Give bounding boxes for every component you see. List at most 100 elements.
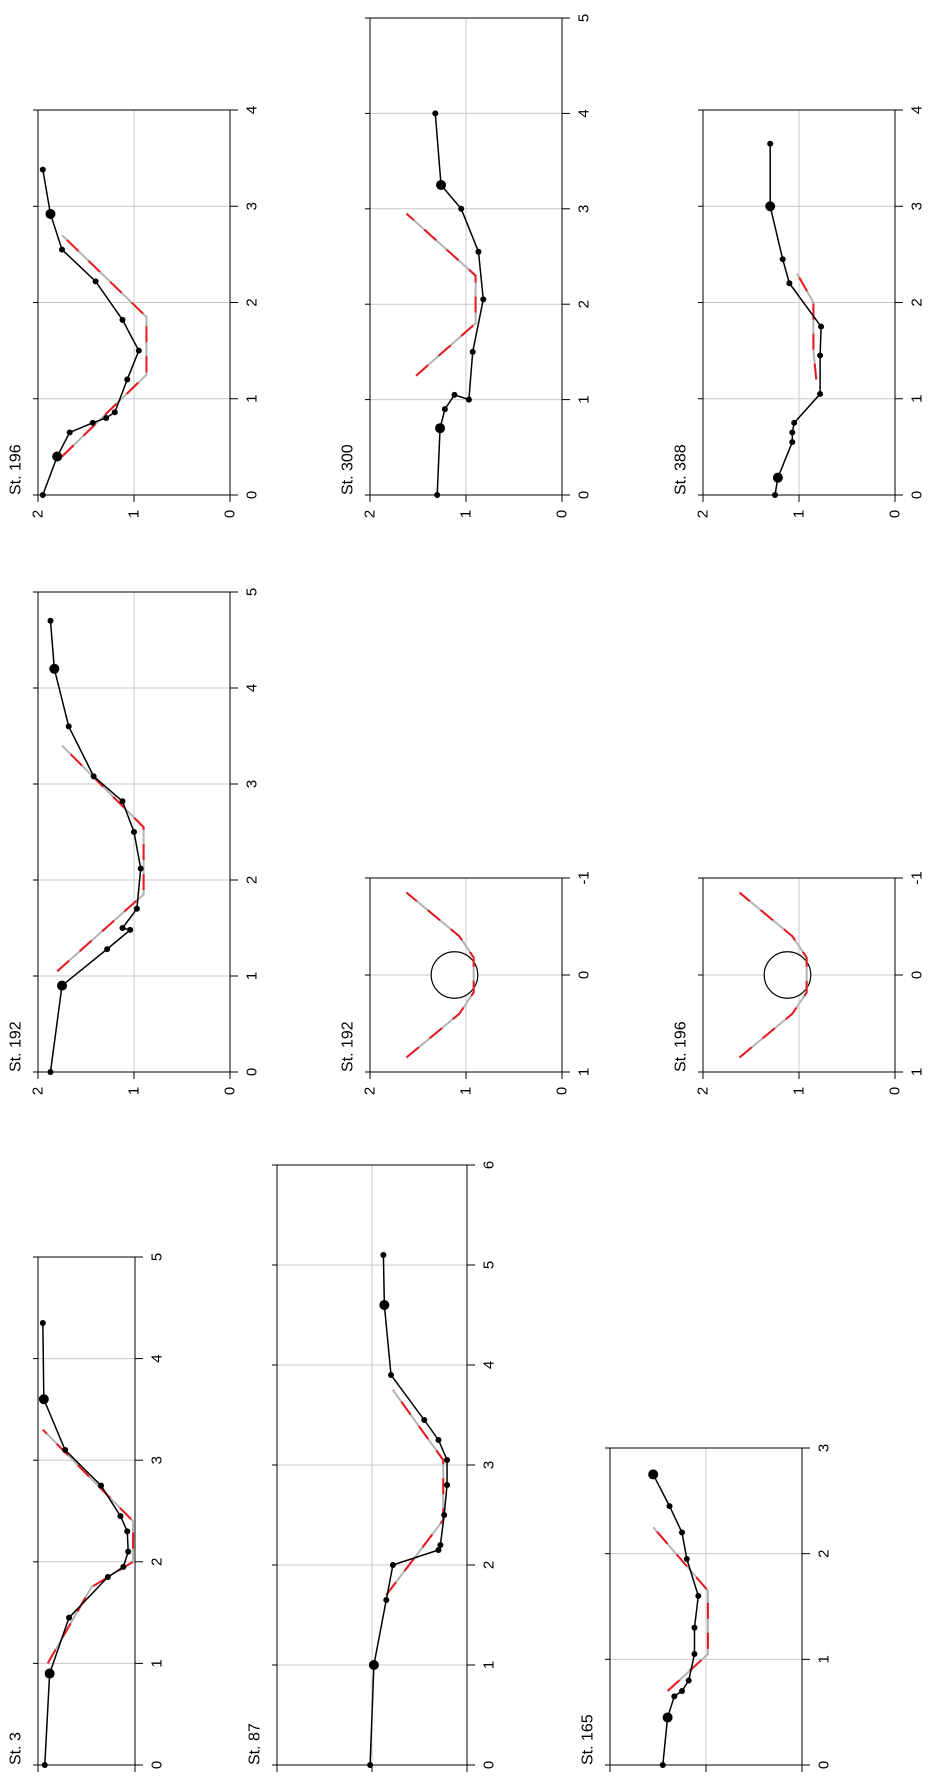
data-point bbox=[39, 1320, 46, 1327]
fit-line-grey bbox=[42, 1429, 135, 1664]
panel-st300: 0 1 2 3 4 5 0 1 2 St. 300 bbox=[340, 14, 593, 518]
series-line bbox=[369, 1254, 448, 1766]
y-tick-label: 1 bbox=[458, 1087, 475, 1095]
y-tick-label: 1 bbox=[126, 510, 143, 518]
x-tick-label: 3 bbox=[244, 202, 261, 210]
data-point bbox=[137, 865, 144, 872]
data-point bbox=[435, 423, 446, 434]
panel-title: St. 165 bbox=[580, 1714, 597, 1765]
x-tick-label: 4 bbox=[149, 1354, 166, 1362]
x-tick-label: 1 bbox=[481, 1661, 498, 1669]
data-point bbox=[379, 1300, 390, 1310]
x-tick-label: 1 bbox=[149, 1659, 166, 1667]
x-tick-label: 2 bbox=[816, 1549, 833, 1557]
x-tick-label: 1 bbox=[909, 1068, 926, 1076]
data-point bbox=[103, 415, 110, 421]
data-point bbox=[789, 429, 796, 436]
data-point bbox=[671, 1693, 678, 1700]
data-point bbox=[765, 201, 776, 212]
panel-st196a: 0 1 2 3 4 0 1 2 St. 196 bbox=[8, 106, 261, 518]
data-point bbox=[52, 451, 63, 462]
data-point bbox=[683, 1555, 690, 1562]
x-tick-label: 5 bbox=[576, 14, 593, 22]
fit-line-red bbox=[652, 1526, 709, 1692]
x-tick-label: 2 bbox=[909, 298, 926, 306]
data-point bbox=[772, 492, 778, 498]
data-point bbox=[388, 1372, 394, 1378]
y-tick-label: 0 bbox=[887, 1087, 904, 1095]
data-point bbox=[124, 1528, 131, 1535]
data-point bbox=[45, 208, 56, 219]
data-point bbox=[432, 110, 439, 117]
data-point bbox=[39, 166, 46, 173]
data-point bbox=[124, 376, 131, 383]
x-tick-label: 6 bbox=[481, 1161, 498, 1169]
fit-line-red bbox=[385, 1389, 445, 1596]
data-point bbox=[383, 1597, 390, 1603]
data-point bbox=[368, 1660, 379, 1670]
data-point bbox=[66, 429, 73, 436]
data-point bbox=[691, 1651, 698, 1658]
y-tick-label: 0 bbox=[554, 510, 571, 518]
x-tick-label: 1 bbox=[909, 395, 926, 403]
data-point bbox=[421, 1417, 428, 1423]
panel-st87: 0123456123St. 87 bbox=[247, 1161, 498, 1772]
panel-title: St. 3 bbox=[8, 1732, 25, 1765]
data-point bbox=[444, 1482, 451, 1488]
x-tick-label: 0 bbox=[244, 491, 261, 499]
data-point bbox=[98, 1482, 105, 1489]
x-tick-label: 0 bbox=[244, 1068, 261, 1076]
data-point bbox=[47, 1069, 54, 1075]
data-point bbox=[458, 205, 465, 212]
data-point bbox=[47, 617, 54, 624]
data-point bbox=[104, 1574, 111, 1581]
y-tick-label: 1 bbox=[791, 1087, 808, 1095]
x-tick-label: 0 bbox=[909, 491, 926, 499]
x-tick-label: 0 bbox=[576, 491, 593, 499]
fit-line-red bbox=[405, 212, 477, 377]
data-point bbox=[49, 663, 60, 674]
data-point bbox=[444, 1457, 451, 1463]
x-tick-label: 0 bbox=[909, 971, 926, 979]
panel-title: St. 192 bbox=[340, 1021, 357, 1072]
data-point bbox=[817, 390, 824, 397]
x-tick-label: 2 bbox=[149, 1558, 166, 1566]
data-point bbox=[662, 1712, 673, 1723]
panel-st388: 0 1 2 3 4 0 1 2 St. 388 bbox=[673, 106, 926, 518]
data-point bbox=[119, 316, 126, 323]
fit-line-grey bbox=[405, 891, 475, 1059]
data-point bbox=[685, 1677, 692, 1684]
data-point bbox=[92, 278, 99, 285]
data-point bbox=[131, 829, 137, 835]
x-tick-label: 3 bbox=[481, 1461, 498, 1469]
x-tick-label: 0 bbox=[576, 971, 593, 979]
panel-st3: 01234523St. 3 bbox=[8, 1253, 166, 1772]
data-point bbox=[818, 323, 825, 330]
x-tick-label: 0 bbox=[481, 1761, 498, 1769]
x-tick-label: 3 bbox=[149, 1456, 166, 1464]
panel-title: St. 196 bbox=[673, 1021, 690, 1072]
data-point bbox=[436, 179, 447, 190]
data-point bbox=[691, 1624, 698, 1631]
x-tick-label: 0 bbox=[149, 1761, 166, 1769]
data-point bbox=[789, 439, 796, 446]
fit-line-grey bbox=[652, 1526, 709, 1692]
x-tick-label: 3 bbox=[816, 1444, 833, 1452]
x-tick-label: 1 bbox=[244, 395, 261, 403]
data-point bbox=[117, 1513, 124, 1520]
data-point bbox=[38, 1394, 49, 1405]
data-point bbox=[367, 1762, 374, 1768]
data-point bbox=[437, 1542, 444, 1548]
data-point bbox=[679, 1688, 685, 1695]
series-line bbox=[769, 143, 822, 496]
data-point bbox=[772, 472, 783, 483]
section-circle bbox=[763, 951, 812, 999]
data-point bbox=[451, 391, 458, 398]
panel-title: St. 87 bbox=[247, 1723, 264, 1765]
y-tick-label: 0 bbox=[222, 1087, 239, 1095]
fit-line-red bbox=[796, 273, 818, 380]
y-tick-label: 2 bbox=[30, 510, 47, 518]
y-tick-label: 1 bbox=[791, 510, 808, 518]
fit-line-grey bbox=[405, 212, 477, 377]
data-point bbox=[44, 1668, 55, 1679]
